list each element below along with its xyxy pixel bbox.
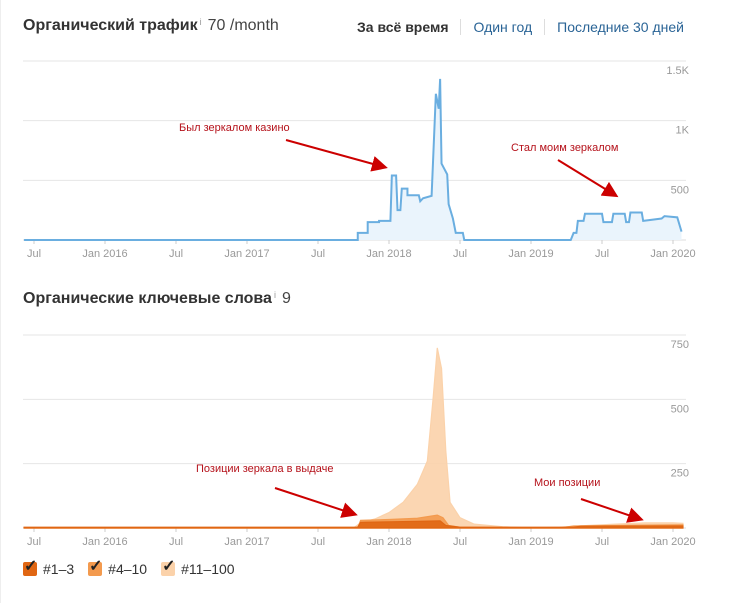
keywords-header: Органические ключевые слова i 9 [23, 290, 291, 308]
annotation-text: Мои позиции [534, 477, 600, 489]
x-tick-label: Jul [169, 536, 183, 548]
x-tick-label: Jan 2018 [366, 536, 411, 548]
x-tick-label: Jul [453, 248, 467, 260]
keywords-legend: ✓ #1–3 ✓ #4–10 ✓ #11–100 [23, 558, 249, 577]
traffic-value: 70 /month [207, 17, 279, 34]
x-tick-label: Jan 2017 [224, 536, 269, 548]
x-tick-label: Jul [169, 248, 183, 260]
x-tick-label: Jul [27, 248, 41, 260]
legend-label: #11–100 [181, 561, 235, 577]
series-area-13 [23, 520, 684, 529]
annotation-text: Стал моим зеркалом [511, 142, 618, 154]
x-tick-label: Jan 2020 [650, 248, 695, 260]
traffic-area [24, 78, 682, 241]
tab-all-time[interactable]: За всё время [357, 19, 449, 35]
y-tick-label: 750 [671, 339, 689, 351]
y-tick-label: 1.5K [666, 65, 689, 77]
x-tick-label: Jul [311, 536, 325, 548]
x-tick-label: Jan 2017 [224, 248, 269, 260]
x-tick-label: Jan 2019 [508, 536, 553, 548]
traffic-line [24, 78, 683, 241]
tab-last-30-days[interactable]: Последние 30 дней [544, 19, 696, 35]
y-tick-label: 500 [671, 403, 689, 415]
traffic-chart: 500 1K 1.5K Jul Jan 2016 Jul Jan 2017 Jul Jan 20… [23, 60, 696, 260]
annotation-text: Позиции зеркала в выдаче [196, 463, 333, 475]
x-tick-label: Jan 2020 [650, 536, 695, 548]
arrow-icon [274, 487, 358, 518]
annotations: Был зеркалом казино Стал моим зеркалом П… [179, 122, 644, 523]
x-tick-label: Jul [311, 248, 325, 260]
x-tick-label: Jul [595, 536, 609, 548]
x-tick-label: Jul [453, 536, 467, 548]
checkbox-checked-icon[interactable]: ✓ [161, 558, 176, 576]
x-tick-label: Jan 2018 [366, 248, 411, 260]
x-tick-label: Jul [27, 536, 41, 548]
arrow-icon [557, 159, 619, 198]
series-area-11100 [24, 347, 684, 529]
checkbox-checked-icon[interactable]: ✓ [23, 558, 38, 576]
arrow-icon [285, 139, 388, 172]
y-tick-label: 500 [671, 184, 689, 196]
info-icon[interactable]: i [273, 290, 276, 300]
legend-label: #1–3 [43, 561, 75, 577]
y-tick-label: 250 [671, 468, 689, 480]
period-tabs: За всё время Один год Последние 30 дней [345, 19, 696, 35]
info-icon[interactable]: i [199, 17, 202, 27]
x-tick-label: Jan 2016 [82, 536, 127, 548]
traffic-header: Органический трафик i 70 /month [23, 17, 279, 35]
traffic-title: Органический трафик [23, 17, 198, 34]
keywords-chart: 250 500 750 Jul Jan 2016 Jul Jan 2017 Jul Jan 20… [23, 334, 696, 548]
arrow-icon [580, 498, 644, 523]
keywords-value: 9 [281, 290, 291, 307]
legend-label: #4–10 [108, 561, 148, 577]
annotation-text: Был зеркалом казино [179, 122, 290, 134]
tab-one-year[interactable]: Один год [460, 19, 544, 35]
x-tick-label: Jul [595, 248, 609, 260]
x-tick-label: Jan 2019 [508, 248, 553, 260]
legend-item-1-3[interactable]: ✓ #1–3 [23, 558, 75, 577]
checkbox-checked-icon[interactable]: ✓ [88, 558, 103, 576]
x-tick-label: Jan 2016 [82, 248, 127, 260]
legend-item-4-10[interactable]: ✓ #4–10 [88, 558, 148, 577]
keywords-title: Органические ключевые слова [23, 290, 272, 307]
legend-item-11-100[interactable]: ✓ #11–100 [161, 558, 235, 577]
y-tick-label: 1K [676, 125, 690, 137]
